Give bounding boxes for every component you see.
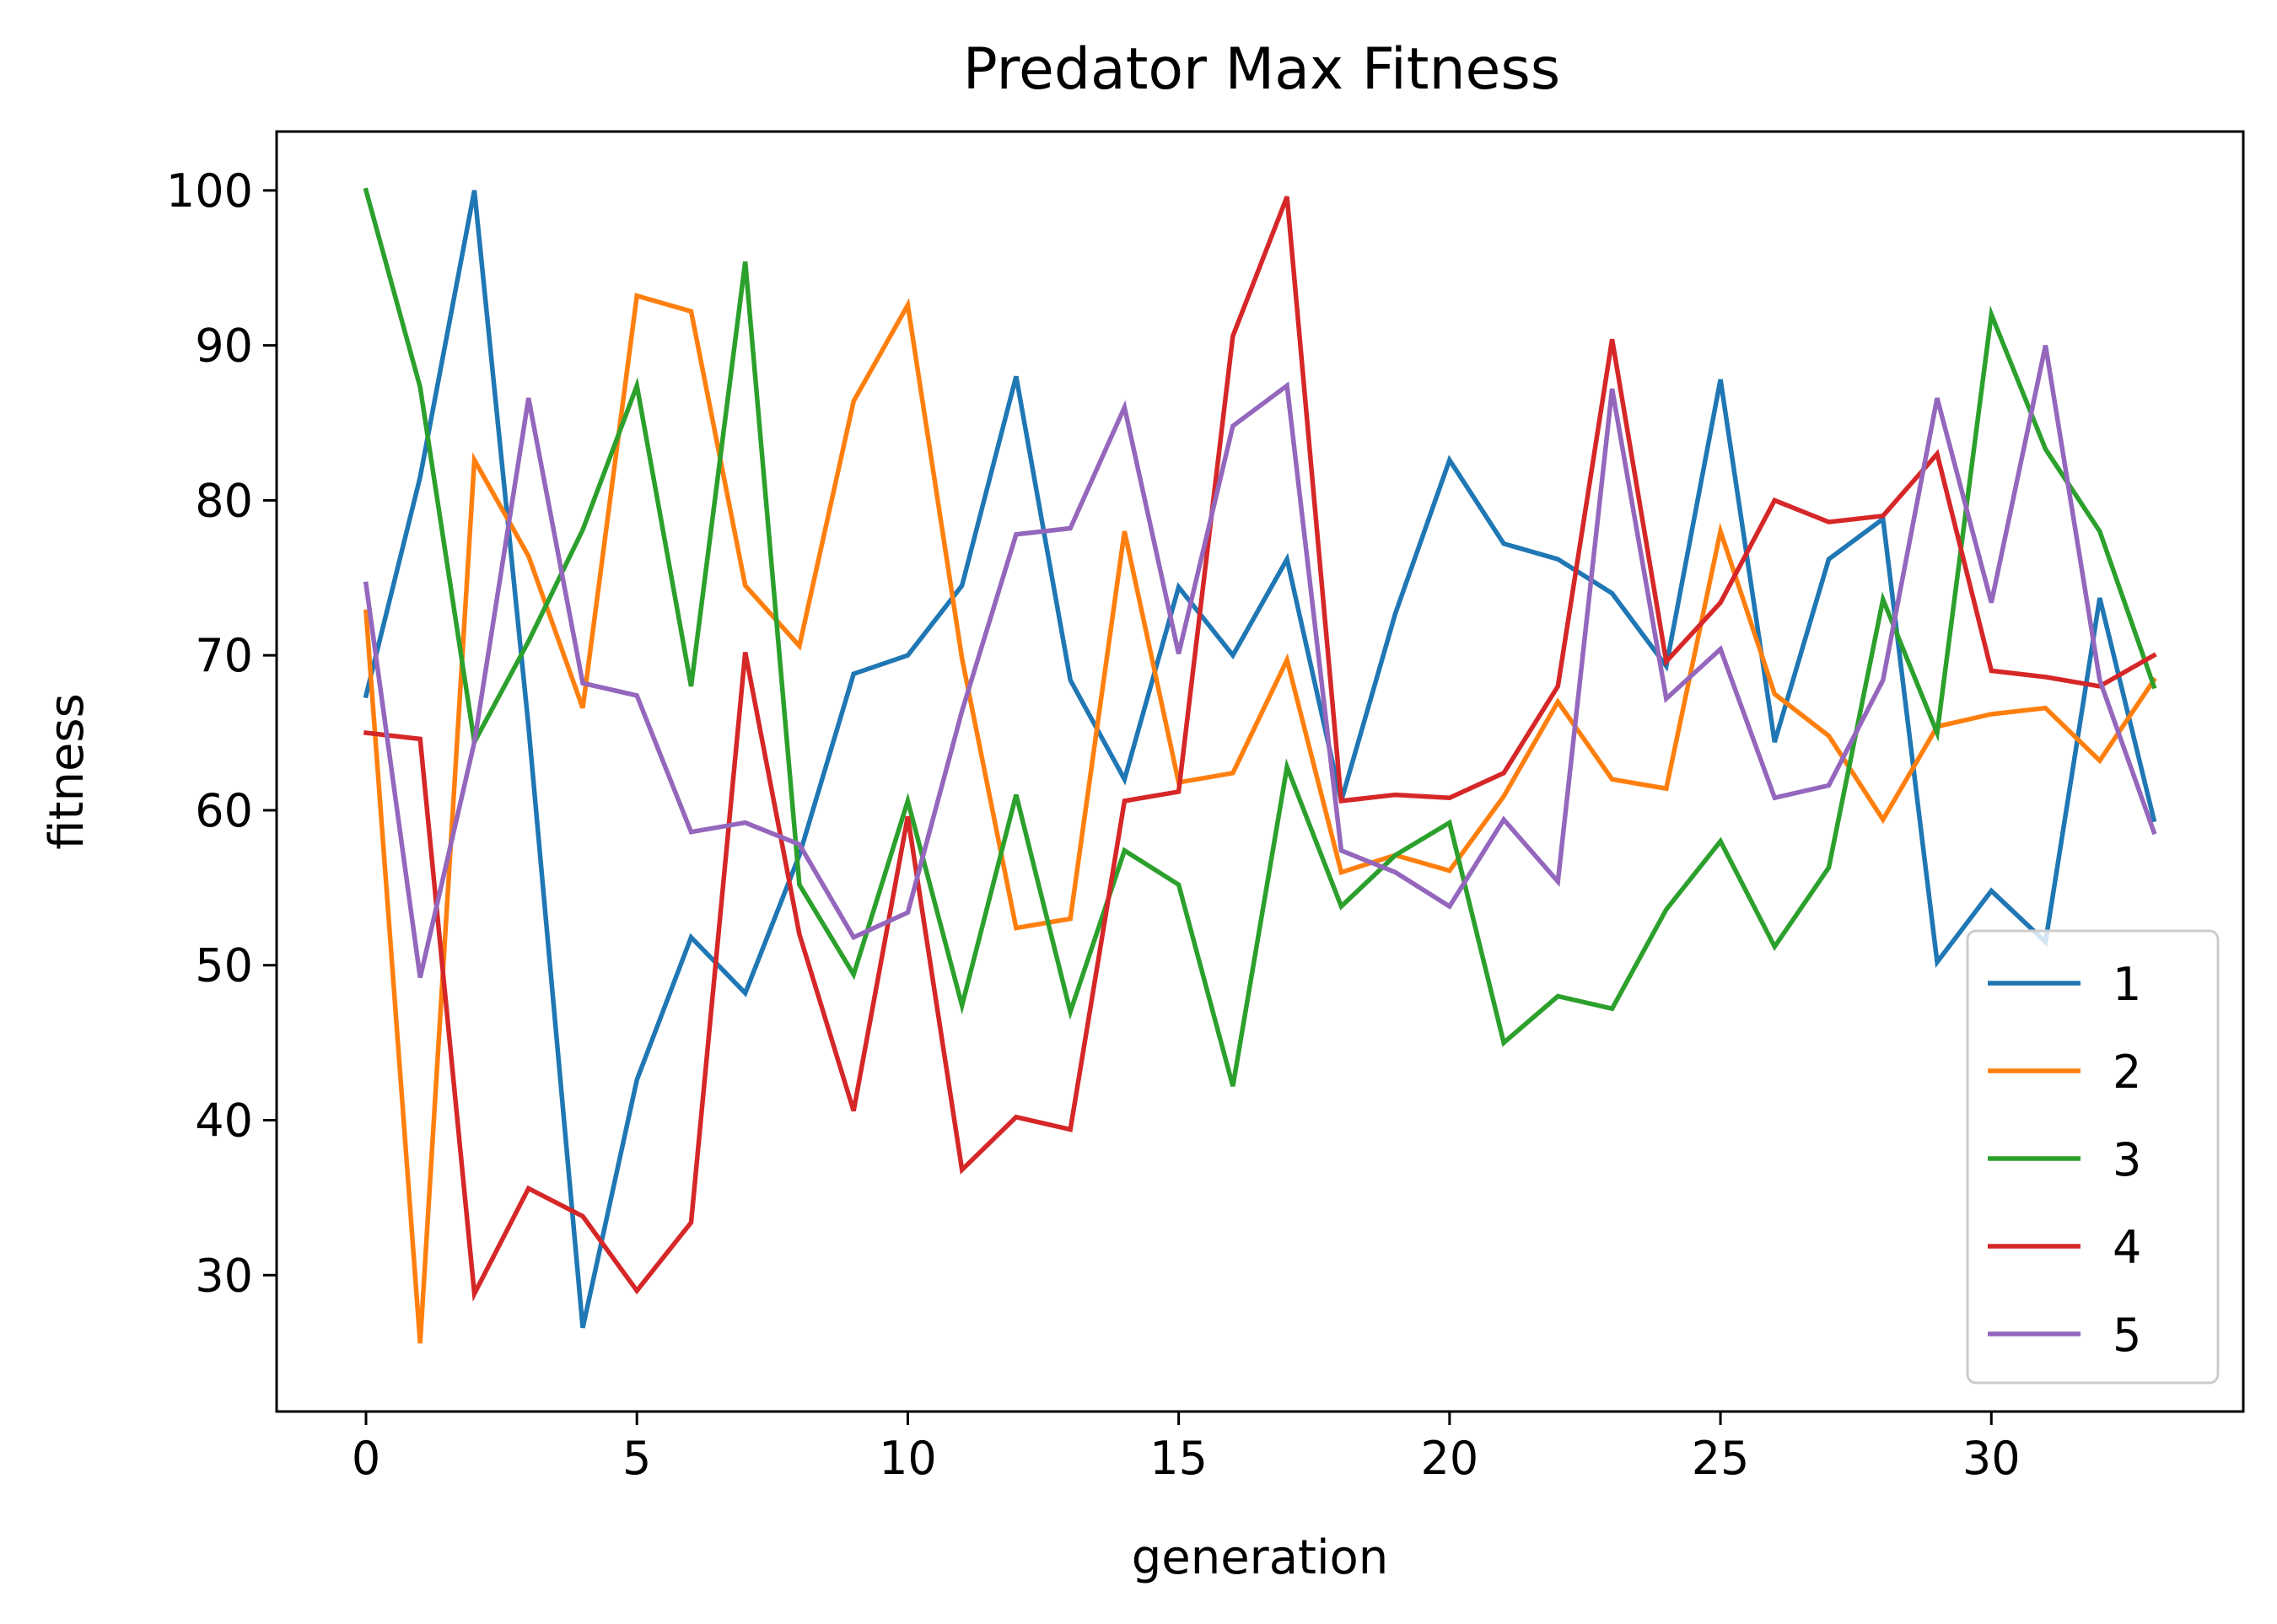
x-tick-label: 10 [879,1432,937,1485]
series-line-1 [363,190,2157,1329]
legend: 1 2 3 4 5 [1966,929,2220,1385]
legend-label-4: 4 [2113,1221,2141,1274]
series-line-2 [363,293,2157,1344]
series-line-4 [363,196,2157,1302]
x-tick-label: 30 [1962,1432,2021,1485]
y-tick-label: 60 [195,784,253,837]
legend-label-1: 1 [2113,958,2141,1011]
legend-label-2: 2 [2113,1046,2141,1099]
axis-ticks: 0 5 10 15 20 25 30 30 40 50 60 70 80 90 100 [166,164,2021,1485]
legend-box [1966,929,2220,1385]
legend-label-3: 3 [2113,1133,2141,1186]
y-tick-label: 90 [195,320,253,373]
x-tick-label: 25 [1692,1432,1750,1485]
x-tick-label: 15 [1149,1432,1208,1485]
y-tick-label: 80 [195,474,253,527]
series-line-5 [363,345,2157,979]
y-tick-label: 40 [195,1094,253,1147]
chart-title: Predator Max Fitness [963,36,1561,103]
x-tick-label: 0 [352,1432,380,1485]
y-tick-label: 70 [195,629,253,682]
x-axis-label: generation [1132,1530,1389,1585]
y-tick-label: 100 [166,164,253,218]
y-axis-label: fitness [40,693,94,850]
y-tick-label: 30 [195,1249,253,1302]
plot-frame [275,130,2245,1413]
legend-label-5: 5 [2113,1309,2141,1362]
y-tick-label: 50 [195,939,253,992]
series-lines [363,187,2157,1344]
x-tick-label: 20 [1420,1432,1478,1485]
x-tick-label: 5 [622,1432,651,1485]
